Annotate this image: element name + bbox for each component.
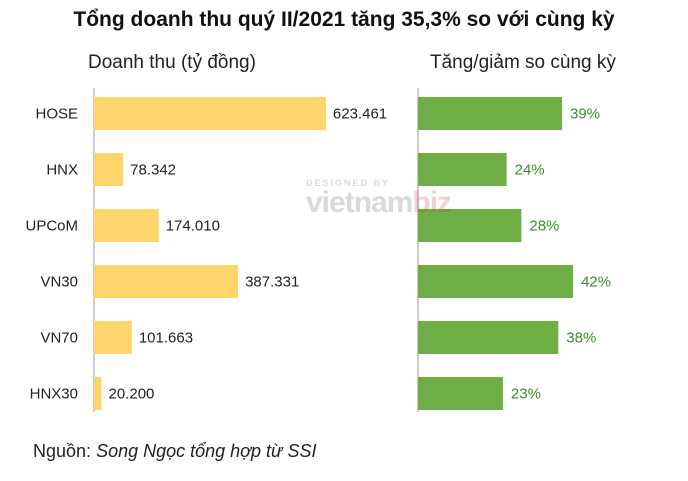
revenue-panel-title: Doanh thu (tỷ đồng) [88,52,256,73]
category-label-hnx30: HNX30 [30,386,78,403]
category-label-upcom: UPCoM [25,218,78,235]
growth-value-label-hnx: 24% [515,162,545,179]
growth-bar-vn30 [418,265,574,298]
revenue-value-label-hnx: 78.342 [130,162,176,179]
revenue-bar-hnx [94,153,124,186]
category-label-hose: HOSE [35,106,78,123]
growth-value-label-hose: 39% [570,106,600,123]
revenue-bar-hose [94,97,326,130]
growth-value-label-upcom: 28% [529,218,559,235]
category-label-hnx: HNX [46,162,78,179]
revenue-value-label-hnx30: 20.200 [109,386,155,403]
revenue-value-label-upcom: 174.010 [166,218,220,235]
revenue-value-label-vn70: 101.663 [139,330,193,347]
revenue-bar-hnx30 [94,377,102,410]
growth-bar-hnx [418,153,507,186]
revenue-bar-vn70 [94,321,132,354]
growth-bar-hnx30 [418,377,503,410]
chart-title: Tổng doanh thu quý II/2021 tăng 35,3% so… [73,8,615,31]
growth-bar-upcom [418,209,522,242]
growth-value-label-vn30: 42% [581,274,611,291]
growth-value-label-vn70: 38% [566,330,596,347]
revenue-bar-vn30 [94,265,239,298]
category-label-vn70: VN70 [40,330,78,347]
growth-panel-title: Tăng/giảm so cùng kỳ [430,52,616,73]
revenue-value-label-vn30: 387.331 [245,274,299,291]
revenue-bar-upcom [94,209,159,242]
source-text: Song Ngọc tổng hợp từ SSI [96,441,317,461]
revenue-value-label-hose: 623.461 [333,106,387,123]
growth-bar-vn70 [418,321,559,354]
category-label-vn30: VN30 [40,274,78,291]
source-label: Nguồn: [33,441,92,461]
growth-bar-hose [418,97,562,130]
source-note: Nguồn: Song Ngọc tổng hợp từ SSI [33,441,316,462]
growth-value-label-hnx30: 23% [511,386,541,403]
